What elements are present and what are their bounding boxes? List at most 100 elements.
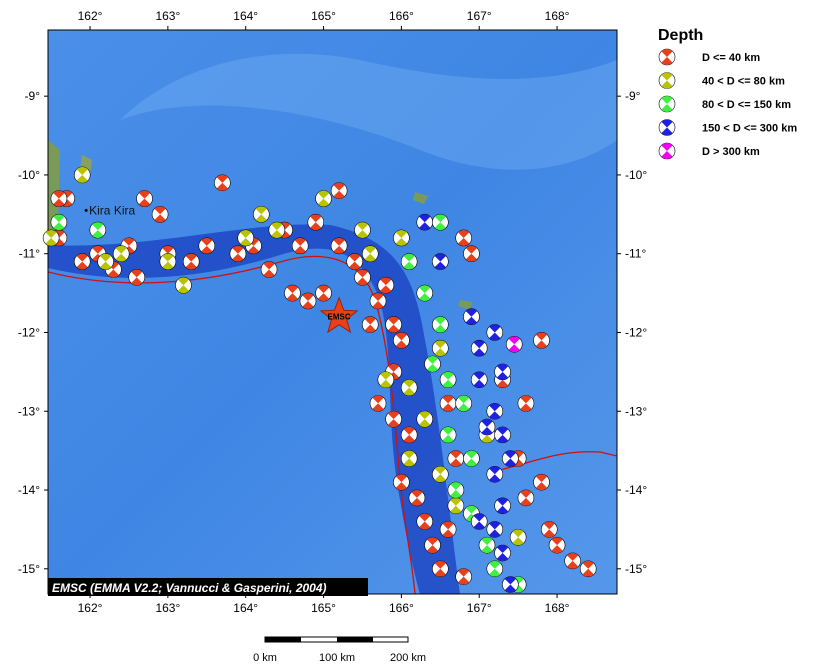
beachball-quadrant bbox=[286, 285, 299, 294]
beachball-quadrant bbox=[162, 245, 174, 254]
beachball bbox=[494, 544, 511, 562]
lon-label: 163° bbox=[155, 601, 180, 615]
beachball-quadrant bbox=[138, 190, 151, 199]
beachball-quadrant bbox=[481, 419, 493, 428]
beachball-quadrant bbox=[76, 174, 88, 183]
beachball-quadrant bbox=[458, 568, 470, 577]
beachball-quadrant bbox=[92, 230, 104, 238]
beachball-quadrant bbox=[395, 332, 407, 341]
beachball-quadrant bbox=[372, 300, 384, 309]
beachball bbox=[439, 521, 457, 538]
beachball-quadrant bbox=[442, 403, 454, 412]
beachball-quadrant bbox=[434, 253, 446, 262]
beachball-quadrant bbox=[302, 293, 314, 301]
beachball-quadrant bbox=[232, 245, 244, 254]
beachball-quadrant bbox=[411, 490, 423, 498]
beachball bbox=[439, 395, 457, 412]
beachball bbox=[564, 552, 581, 570]
beachball-quadrant bbox=[100, 261, 112, 270]
beachball-quadrant bbox=[489, 466, 501, 475]
beachball-quadrant bbox=[520, 395, 532, 404]
beachball-quadrant bbox=[201, 245, 213, 254]
beachball-quadrant bbox=[177, 277, 190, 286]
beachball bbox=[89, 221, 107, 239]
beachball bbox=[159, 253, 177, 270]
beachball bbox=[73, 253, 91, 270]
beachball-quadrant bbox=[162, 253, 174, 262]
beachball-quadrant bbox=[356, 277, 369, 286]
beachball-quadrant bbox=[271, 222, 283, 231]
beachball-quadrant bbox=[92, 245, 104, 254]
beachball-quadrant bbox=[442, 426, 454, 435]
legend-symbol bbox=[658, 95, 676, 113]
beachball-quadrant bbox=[434, 466, 446, 475]
beachball-quadrant bbox=[496, 363, 509, 372]
beachball bbox=[447, 497, 465, 515]
beachball-quadrant bbox=[356, 230, 369, 238]
beachball-quadrant bbox=[473, 379, 485, 388]
beachball bbox=[97, 253, 114, 270]
beachball-quadrant bbox=[508, 344, 520, 353]
beachball-quadrant bbox=[395, 237, 407, 246]
beachball-quadrant bbox=[496, 553, 509, 561]
beachball-quadrant bbox=[263, 269, 275, 278]
beachball-quadrant bbox=[364, 316, 376, 325]
beachball bbox=[416, 284, 434, 302]
beachball bbox=[400, 450, 418, 467]
beachball-quadrant bbox=[504, 450, 516, 459]
beachball bbox=[505, 335, 523, 353]
beachball-quadrant bbox=[76, 261, 88, 270]
beachball-quadrant bbox=[388, 419, 400, 428]
beachball-quadrant bbox=[380, 285, 392, 294]
place-label: Kira Kira bbox=[89, 203, 135, 217]
beachball-quadrant bbox=[489, 474, 501, 483]
lat-label: -15° bbox=[625, 562, 647, 576]
beachball-quadrant bbox=[177, 285, 190, 294]
beachball-quadrant bbox=[356, 269, 369, 278]
credit: EMSC (EMMA V2.2; Vannucci & Gasperini, 2… bbox=[52, 581, 327, 595]
beachball-quadrant bbox=[434, 568, 446, 577]
beachball-quadrant bbox=[661, 72, 673, 81]
beachball-quadrant bbox=[434, 348, 446, 357]
beachball bbox=[463, 450, 480, 467]
beachball-quadrant bbox=[138, 198, 151, 207]
beachball-quadrant bbox=[512, 529, 524, 538]
beachball-quadrant bbox=[317, 198, 330, 207]
beachball-quadrant bbox=[240, 230, 252, 238]
beachball-quadrant bbox=[76, 253, 88, 262]
beachball-quadrant bbox=[450, 497, 462, 506]
beachball-quadrant bbox=[442, 379, 454, 388]
lon-label: 164° bbox=[233, 9, 258, 23]
beachball-quadrant bbox=[442, 521, 454, 530]
beachball-quadrant bbox=[403, 387, 415, 396]
beachball-quadrant bbox=[419, 419, 431, 428]
lat-label: -13° bbox=[625, 404, 647, 418]
beachball-quadrant bbox=[380, 371, 392, 380]
beachball bbox=[354, 269, 371, 286]
beachball bbox=[369, 292, 387, 310]
beachball-quadrant bbox=[661, 143, 673, 151]
beachball bbox=[432, 339, 449, 357]
beachball-quadrant bbox=[333, 237, 345, 246]
beachball-quadrant bbox=[489, 568, 501, 577]
lon-label: 166° bbox=[389, 601, 414, 615]
beachball bbox=[478, 418, 496, 436]
beachball bbox=[369, 395, 387, 412]
beachball-quadrant bbox=[333, 245, 345, 254]
beachball-quadrant bbox=[496, 379, 509, 388]
beachball bbox=[486, 521, 504, 538]
beachball bbox=[486, 465, 504, 483]
beachball-quadrant bbox=[520, 403, 532, 412]
beachball bbox=[354, 221, 371, 239]
beachball-quadrant bbox=[263, 261, 275, 270]
legend-label: 80 < D <= 150 km bbox=[702, 99, 791, 111]
legend-label: D <= 40 km bbox=[702, 52, 760, 64]
beachball bbox=[393, 229, 410, 247]
beachball-quadrant bbox=[661, 119, 673, 128]
beachball-quadrant bbox=[473, 340, 485, 349]
beachball-quadrant bbox=[450, 505, 462, 514]
beachball bbox=[502, 450, 519, 467]
beachball bbox=[42, 229, 60, 247]
beachball bbox=[517, 489, 535, 507]
